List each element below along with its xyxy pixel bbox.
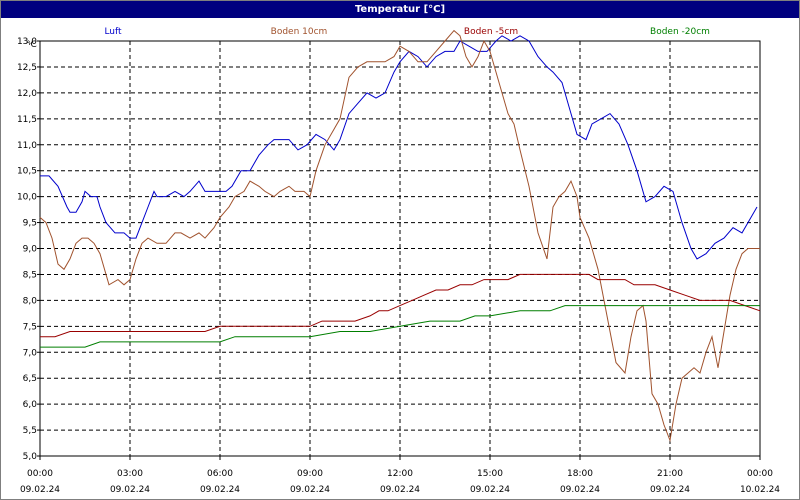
y-tick-label: 9,5 [23, 219, 37, 229]
x-tick-time: 00:00 [27, 469, 53, 479]
x-tick-time: 00:00 [747, 469, 773, 479]
y-tick-label: 8,0 [23, 296, 38, 306]
x-tick-date: 09.02.24 [470, 485, 510, 495]
x-tick-time: 09:00 [297, 469, 323, 479]
x-tick-date: 09.02.24 [560, 485, 600, 495]
x-tick-date: 09.02.24 [290, 485, 330, 495]
y-tick-label: 12,5 [17, 63, 37, 73]
y-tick-label: 7,0 [23, 348, 38, 358]
y-tick-label: 10,0 [17, 193, 37, 203]
legend-item: Boden -5cm [464, 27, 518, 37]
y-tick-label: 6,5 [23, 374, 37, 384]
y-tick-label: 12,0 [17, 89, 37, 99]
x-tick-date: 09.02.24 [110, 485, 150, 495]
series-line [39, 29, 760, 443]
y-tick-label: 7,5 [23, 322, 37, 332]
x-tick-date: 09.02.24 [20, 485, 60, 495]
series-line [40, 35, 758, 260]
y-tick-label: 6,0 [23, 400, 38, 410]
y-tick-label: 5,0 [23, 452, 38, 462]
series-lines [39, 29, 761, 443]
grid [39, 40, 761, 457]
legend: Luft Boden 10cm Boden -5cm Boden -20cm [104, 27, 710, 37]
x-tick-time: 21:00 [657, 469, 683, 479]
series-line [40, 273, 761, 338]
x-tick-date: 09.02.24 [200, 485, 240, 495]
y-tick-label: 5,5 [23, 426, 37, 436]
y-tick-label: 10,5 [17, 167, 37, 177]
x-tick-time: 06:00 [207, 469, 233, 479]
y-tick-label: 8,5 [23, 270, 37, 280]
x-tick-time: 03:00 [117, 469, 143, 479]
x-tick-time: 12:00 [387, 469, 413, 479]
legend-item: Boden -20cm [650, 27, 710, 37]
y-tick-label: 13,0 [17, 37, 37, 47]
x-tick-time: 15:00 [477, 469, 503, 479]
y-axis-label: °C [26, 40, 37, 50]
legend-item: Luft [104, 27, 122, 37]
chart-title: Temperatur [°C] [1, 1, 799, 18]
x-tick-time: 18:00 [567, 469, 593, 479]
x-axis: 00:00 09.02.24 03:00 09.02.24 06:00 09.02.24 0… [20, 456, 780, 495]
y-tick-label: 11,0 [17, 141, 37, 151]
x-tick-date: 09.02.24 [650, 485, 690, 495]
legend-item: Boden 10cm [271, 27, 328, 37]
y-tick-label: 11,5 [17, 115, 37, 125]
x-tick-date: 09.02.24 [380, 485, 420, 495]
y-tick-label: 9,0 [23, 245, 38, 255]
x-tick-date: 10.02.24 [740, 485, 780, 495]
y-axis: 5,0 5,5 6,0 6,5 7,0 7,5 8,0 8,5 9,0 9,5 10,0 10,5 11… [17, 37, 40, 462]
series-line [40, 305, 760, 348]
